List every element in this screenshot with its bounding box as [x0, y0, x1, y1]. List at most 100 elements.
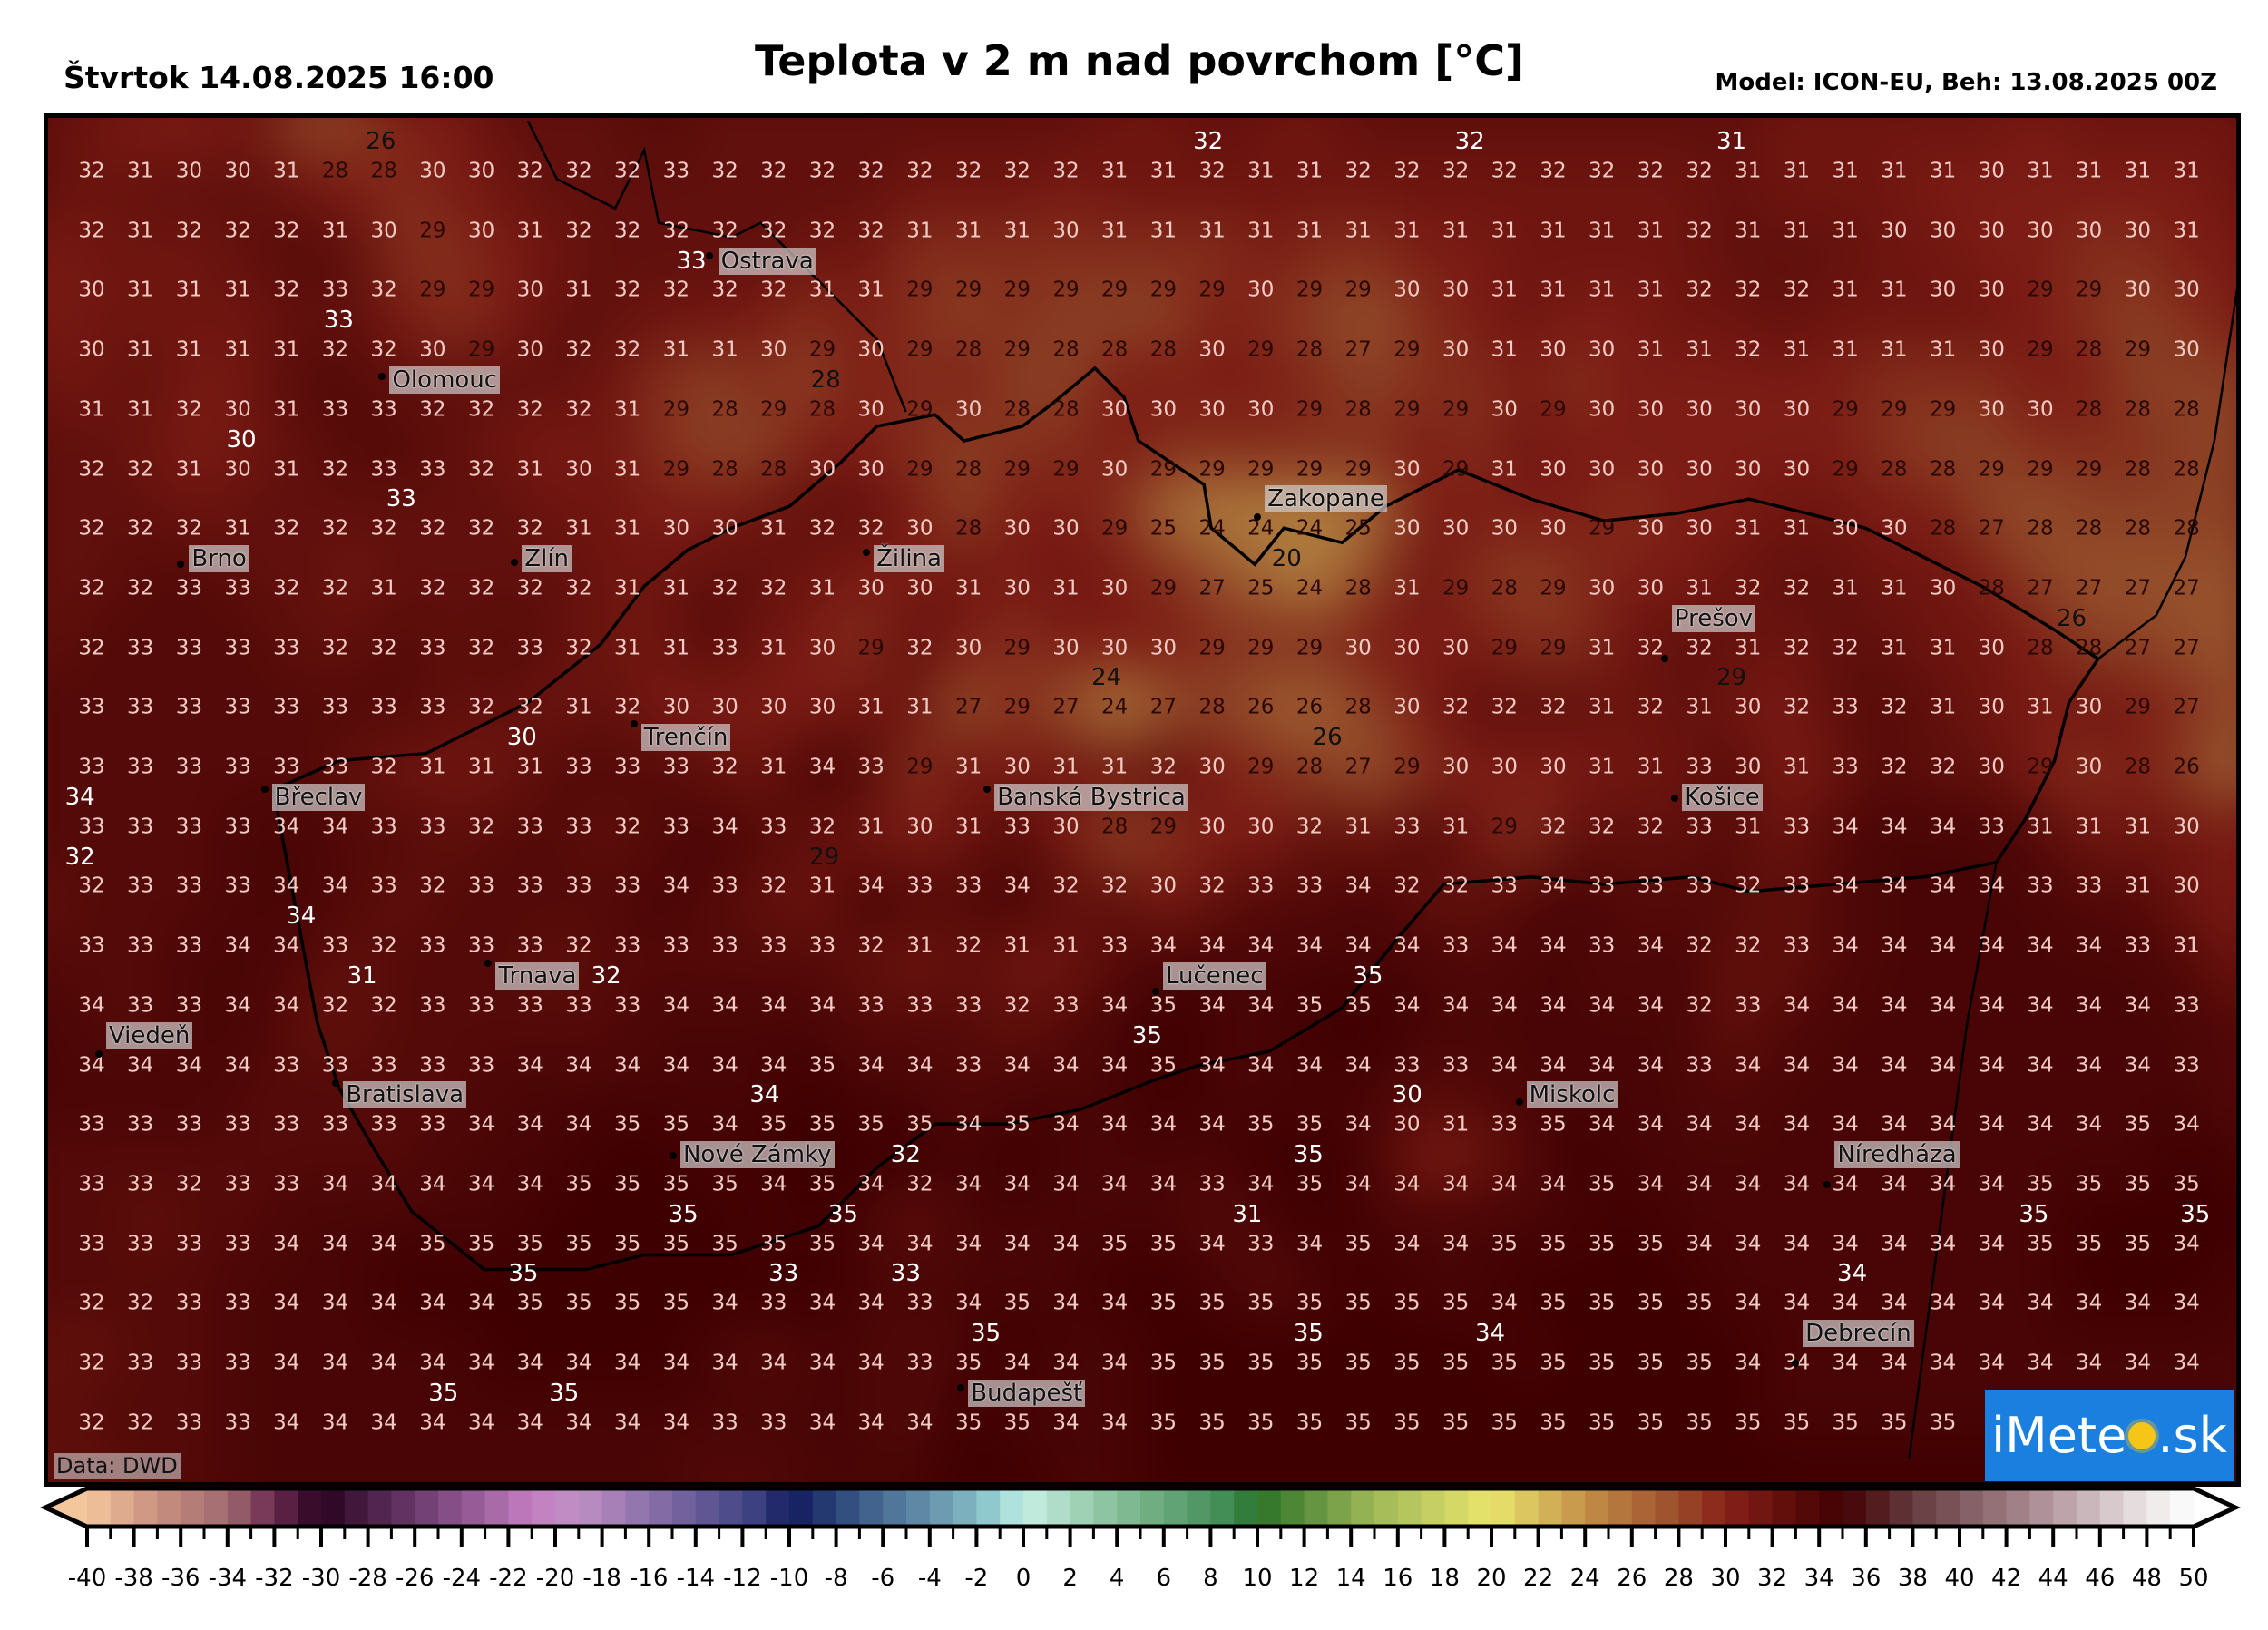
colorbar-segment [625, 1488, 650, 1527]
grid-value: 32 [760, 159, 787, 183]
grid-value: 34 [419, 1351, 446, 1375]
grid-value: 33 [419, 933, 446, 958]
grid-value: 32 [419, 397, 446, 422]
grid-value: 34 [273, 815, 300, 839]
grid-value: 30 [1052, 815, 1080, 839]
grid-value: 34 [1540, 933, 1567, 958]
colorbar-tick-label: 42 [1991, 1565, 2022, 1592]
grid-value: 24 [1101, 695, 1129, 719]
colorbar-segment [578, 1488, 603, 1527]
grid-value: 32 [175, 397, 203, 422]
grid-value: 29 [906, 337, 934, 362]
grid-value: 34 [808, 1291, 836, 1315]
grid-value: 33 [1491, 874, 1518, 898]
grid-value: 33 [1783, 874, 1811, 898]
grid-value: 29 [1442, 457, 1470, 481]
grid-value: 33 [78, 933, 105, 958]
city-dot-icon [484, 960, 493, 968]
grid-value: 34 [273, 1410, 300, 1435]
grid-value: 35 [662, 1172, 690, 1196]
grid-value: 34 [1881, 1053, 1908, 1077]
grid-value: 34 [1881, 933, 1908, 958]
grid-value: 31 [516, 219, 543, 243]
colorbar-segment [250, 1488, 275, 1527]
grid-value: 33 [224, 755, 251, 779]
colorbar-tick-label: -8 [824, 1565, 848, 1592]
extreme-value: 35 [668, 1200, 699, 1228]
grid-value: 35 [1637, 1291, 1665, 1315]
grid-value: 29 [1247, 337, 1275, 362]
grid-value: 34 [1540, 1053, 1567, 1077]
grid-value: 31 [127, 337, 154, 362]
grid-value: 31 [808, 278, 836, 302]
grid-value: 31 [273, 397, 300, 422]
grid-value: 33 [175, 1112, 203, 1137]
city-label: Lučenec [1163, 961, 1266, 990]
grid-value: 32 [175, 516, 203, 541]
map-title: Teplota v 2 m nad povrchom [°C] [754, 36, 1525, 85]
grid-value: 34 [1101, 1291, 1129, 1315]
grid-value: 32 [808, 516, 836, 541]
grid-value: 30 [467, 219, 495, 243]
grid-value: 32 [808, 815, 836, 839]
grid-value: 28 [1929, 516, 1957, 541]
grid-value: 34 [1929, 815, 1957, 839]
grid-value: 35 [2173, 1172, 2200, 1196]
grid-value: 32 [78, 219, 105, 243]
grid-value: 30 [224, 159, 251, 183]
grid-value: 32 [321, 337, 349, 362]
grid-value: 30 [808, 636, 836, 660]
colorbar-tick-label: 44 [2038, 1565, 2068, 1592]
grid-value: 34 [1832, 1172, 1859, 1196]
imeteo-logo[interactable]: iMete .sk [1985, 1390, 2234, 1481]
grid-value: 35 [808, 1053, 836, 1077]
grid-value: 33 [78, 1112, 105, 1137]
grid-value: 34 [1101, 1410, 1129, 1435]
colorbar-segment [1117, 1488, 1141, 1527]
grid-value: 29 [419, 278, 446, 302]
city-label: Viedeň [105, 1021, 193, 1049]
extreme-value: 35 [827, 1200, 858, 1228]
grid-value: 32 [78, 1291, 105, 1315]
grid-value: 32 [906, 1172, 934, 1196]
city-label: Břeclav [271, 783, 366, 811]
grid-value: 35 [1540, 1232, 1567, 1256]
grid-value: 28 [1198, 695, 1226, 719]
colorbar-tick-label: 28 [1663, 1565, 1694, 1592]
grid-value: 34 [1783, 993, 1811, 1018]
grid-value: 34 [1686, 1112, 1713, 1137]
grid-value: 31 [1735, 636, 1762, 660]
grid-value: 34 [1637, 1112, 1665, 1137]
grid-value: 33 [224, 874, 251, 898]
colorbar-tick-label: 40 [1944, 1565, 1975, 1592]
grid-value: 34 [1393, 1172, 1421, 1196]
grid-value: 34 [1589, 1112, 1616, 1137]
grid-value: 34 [1881, 1112, 1908, 1137]
grid-value: 33 [175, 576, 203, 600]
city-label: Budapešť [968, 1379, 1086, 1407]
grid-value: 27 [2173, 576, 2200, 600]
grid-value: 30 [1540, 457, 1567, 481]
grid-value: 30 [1101, 576, 1129, 600]
logo-text-left: iMete [1991, 1407, 2127, 1464]
colorbar-segment [766, 1488, 790, 1527]
grid-value: 35 [1589, 1410, 1616, 1435]
grid-value: 32 [565, 576, 592, 600]
grid-value: 34 [662, 1053, 690, 1077]
grid-value: 31 [1929, 337, 1957, 362]
grid-value: 28 [321, 159, 349, 183]
grid-value: 34 [1686, 1172, 1713, 1196]
grid-value: 34 [1832, 815, 1859, 839]
grid-value: 34 [1978, 1053, 2005, 1077]
grid-value: 34 [1003, 1232, 1031, 1256]
colorbar-segment [1889, 1488, 1913, 1527]
grid-value: 27 [2173, 636, 2200, 660]
grid-value: 31 [273, 457, 300, 481]
colorbar-segment [1514, 1488, 1540, 1527]
grid-value: 34 [1832, 993, 1859, 1018]
grid-value: 35 [1101, 1232, 1129, 1256]
grid-value: 32 [1735, 337, 1762, 362]
grid-value: 31 [273, 337, 300, 362]
grid-value: 32 [1832, 636, 1859, 660]
grid-value: 31 [662, 636, 690, 660]
